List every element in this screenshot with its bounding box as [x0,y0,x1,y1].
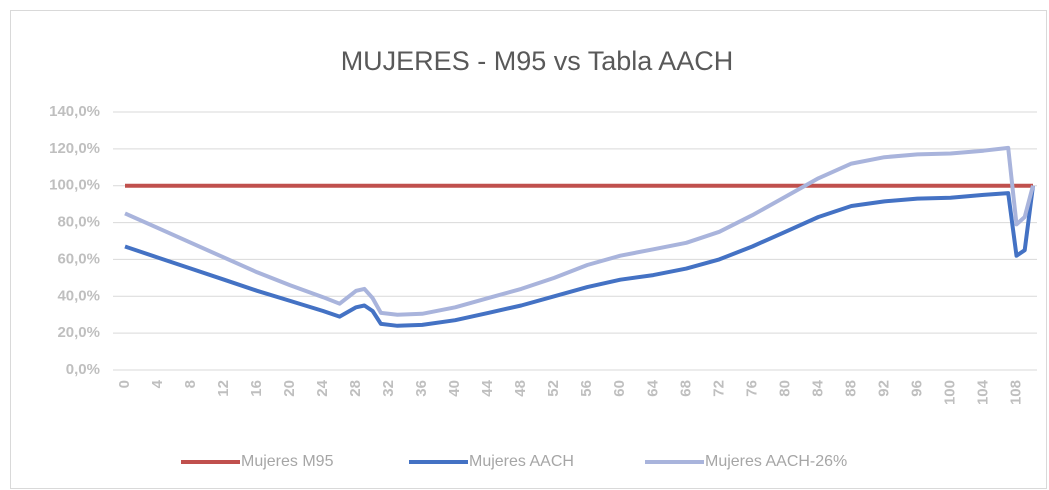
legend-label: Mujeres M95 [241,453,334,470]
x-tick-label: 52 [545,380,562,397]
y-tick-label: 60,0% [57,250,100,267]
x-tick-label: 56 [578,380,595,397]
x-tick-label: 44 [479,379,496,396]
x-tick-label: 20 [281,380,298,397]
chart-frame [10,10,1047,489]
x-tick-label: 32 [380,380,397,397]
series-line [124,145,1035,317]
x-tick-label: 108 [1007,380,1024,405]
x-tick-label: 24 [314,379,331,396]
x-tick-label: 72 [710,380,727,397]
x-tick-label: 0 [116,380,133,388]
y-tick-label: 120,0% [49,140,100,157]
chart-title: MUJERES - M95 vs Tabla AACH [341,46,734,76]
x-tick-label: 80 [776,380,793,397]
x-tick-label: 60 [611,380,628,397]
y-tick-label: 0,0% [66,361,100,378]
x-tick-label: 16 [248,380,265,397]
x-tick-label: 104 [974,379,991,405]
series-line [124,185,1035,328]
x-tick-label: 96 [908,380,925,397]
x-tick-label: 92 [875,380,892,397]
x-tick-label: 36 [413,380,430,397]
x-tick-label: 28 [347,380,364,397]
y-tick-label: 80,0% [57,214,100,231]
x-tick-label: 48 [512,380,529,397]
x-tick-label: 12 [215,380,232,397]
y-tick-label: 100,0% [49,177,100,194]
x-tick-label: 100 [941,380,958,405]
x-tick-label: 8 [182,380,199,388]
y-tick-label: 20,0% [57,324,100,341]
x-tick-label: 68 [677,380,694,397]
x-tick-label: 40 [446,380,463,397]
legend-label: Mujeres AACH [469,453,574,470]
x-tick-label: 76 [743,380,760,397]
x-tick-label: 84 [809,379,826,396]
legend-label: Mujeres AACH-26% [705,453,847,470]
x-tick-label: 64 [644,379,661,396]
x-tick-label: 88 [842,380,859,397]
y-tick-label: 140,0% [49,103,100,120]
x-tick-label: 4 [149,379,166,388]
y-tick-label: 40,0% [57,287,100,304]
